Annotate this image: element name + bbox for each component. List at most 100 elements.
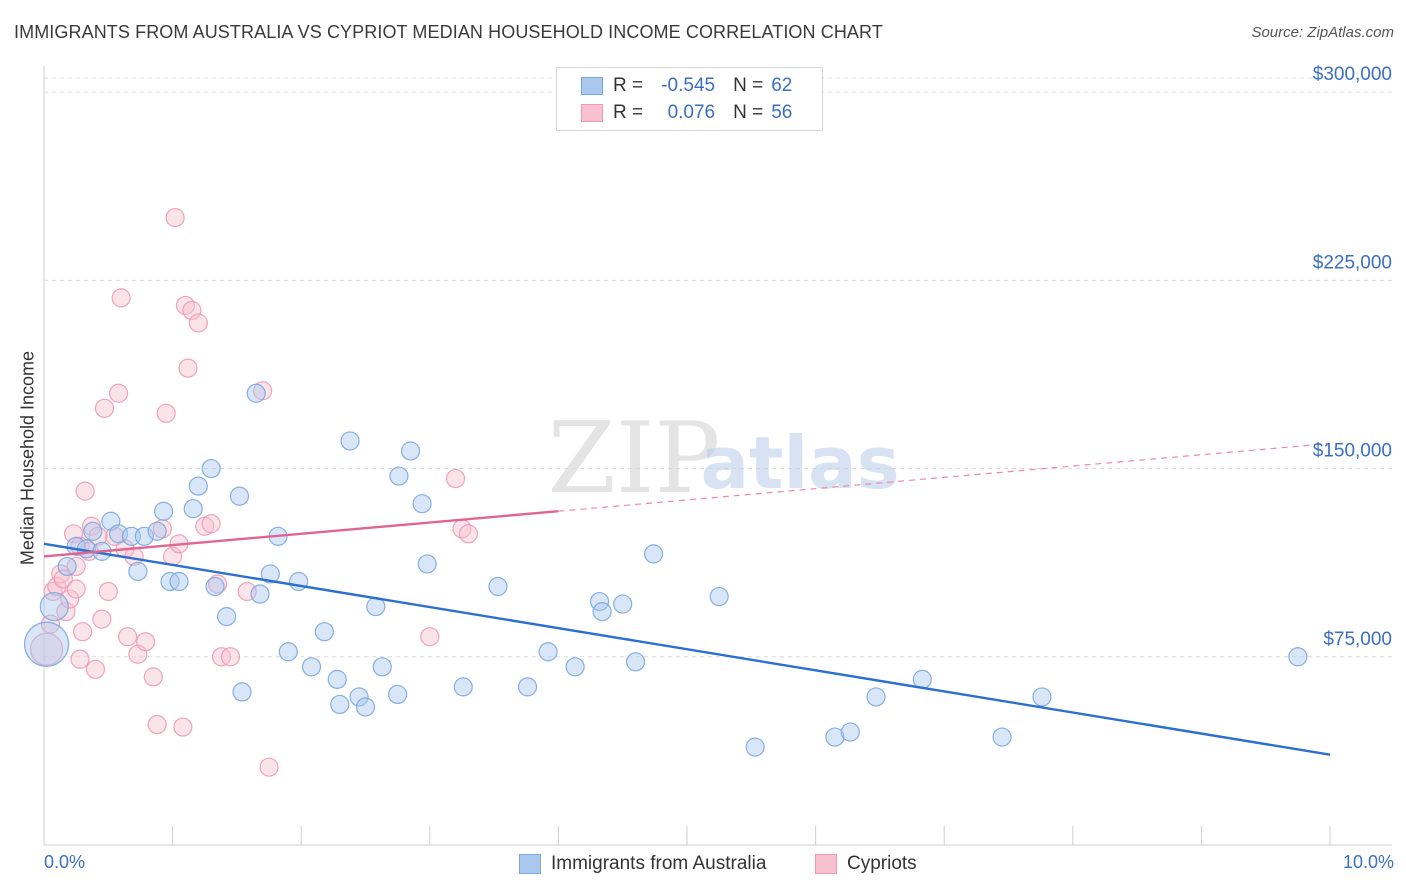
y-tick-label: $225,000 bbox=[1313, 252, 1392, 273]
series-label-australia: Immigrants from Australia bbox=[551, 853, 767, 874]
australia-point bbox=[488, 576, 508, 597]
cypriots-point bbox=[147, 714, 167, 735]
australia-point bbox=[517, 677, 538, 697]
cypriots-point bbox=[156, 403, 176, 423]
watermark: ZIP atlas bbox=[548, 402, 900, 516]
cypriots-point bbox=[259, 757, 279, 777]
australia-point bbox=[201, 458, 221, 479]
cypriots-point bbox=[108, 383, 129, 403]
australia-point bbox=[57, 556, 77, 577]
cypriots-point bbox=[182, 300, 202, 321]
cypriots-point bbox=[188, 313, 208, 333]
cypriots-point bbox=[111, 288, 131, 308]
source-credit: Source: ZipAtlas.com bbox=[1251, 24, 1394, 41]
cypriots-point bbox=[458, 524, 478, 544]
cypriots-point bbox=[94, 398, 115, 418]
australia-point bbox=[1032, 687, 1052, 707]
australia-point bbox=[250, 584, 270, 604]
cypriots-point bbox=[165, 207, 185, 228]
cypriots-point bbox=[70, 649, 90, 669]
australia-point bbox=[625, 652, 646, 672]
legend-r-value: -0.545 bbox=[661, 75, 716, 96]
australia-point bbox=[388, 684, 408, 705]
australia-point bbox=[825, 727, 845, 747]
cypriots-point bbox=[47, 576, 67, 597]
legend-r-label: R = bbox=[613, 75, 644, 96]
series-legend: Immigrants from Australia Cypriots bbox=[0, 851, 1406, 879]
australia-point bbox=[565, 657, 585, 677]
australia-point bbox=[229, 486, 250, 506]
watermark-atlas: atlas bbox=[700, 421, 899, 505]
cypriots-point bbox=[175, 295, 196, 316]
legend-n-value: 62 bbox=[771, 75, 793, 96]
australia-point bbox=[23, 621, 70, 667]
australia-point bbox=[217, 607, 237, 627]
australia-point bbox=[372, 657, 392, 677]
australia-point bbox=[745, 737, 765, 757]
australia-point bbox=[412, 494, 432, 514]
cypriots-point bbox=[72, 622, 93, 642]
legend-swatch-cypriots bbox=[581, 104, 603, 122]
y-tick-label: $300,000 bbox=[1313, 64, 1392, 85]
cypriots-point bbox=[29, 632, 64, 666]
cypriots-point bbox=[420, 627, 440, 647]
chart-title: IMMIGRANTS FROM AUSTRALIA VS CYPRIOT MED… bbox=[14, 22, 883, 42]
correlation-legend: R = -0.545 N = 62 R = 0.076 N = 56 bbox=[556, 67, 823, 131]
australia-point bbox=[538, 642, 558, 662]
australia-point bbox=[340, 431, 360, 451]
cypriots-point bbox=[53, 569, 73, 589]
australia-point bbox=[153, 501, 174, 521]
australia-point bbox=[389, 466, 409, 486]
series-swatch-cypriots bbox=[815, 854, 837, 874]
australia-point bbox=[453, 677, 473, 697]
australia-point bbox=[327, 669, 347, 689]
australia-point bbox=[417, 554, 437, 574]
australia-point bbox=[330, 694, 350, 715]
cypriots-point bbox=[51, 564, 71, 584]
cypriots-point bbox=[40, 614, 61, 634]
y-tick-label: $150,000 bbox=[1313, 441, 1392, 462]
australia-point bbox=[128, 561, 148, 582]
australia-point bbox=[349, 687, 369, 707]
australia-point bbox=[147, 521, 167, 541]
cypriots-point bbox=[66, 579, 86, 599]
axes bbox=[43, 66, 1392, 846]
series-label-cypriots: Cypriots bbox=[847, 853, 917, 874]
cypriots-point bbox=[143, 667, 163, 687]
australia-point bbox=[183, 499, 203, 519]
australia-point bbox=[866, 687, 886, 707]
cypriots-point bbox=[445, 468, 466, 489]
trend-lines bbox=[43, 442, 1331, 756]
series-legend-australia[interactable]: Immigrants from Australia bbox=[519, 853, 766, 875]
series-legend-cypriots[interactable]: Cypriots bbox=[815, 853, 917, 875]
australia-point bbox=[840, 722, 860, 742]
cypriots-point bbox=[56, 601, 76, 622]
australia-point bbox=[278, 642, 298, 662]
australia-point bbox=[613, 594, 633, 614]
cypriots-point bbox=[60, 589, 80, 609]
x-tick-label-min: 0.0% bbox=[44, 852, 86, 872]
x-tick-label-max: 10.0% bbox=[1342, 852, 1394, 872]
australia-point bbox=[83, 521, 103, 541]
cypriots-point bbox=[135, 632, 156, 652]
australia-point bbox=[643, 544, 664, 564]
y-tick-labels: $75,000 $150,000 $225,000 $300,000 bbox=[1313, 64, 1392, 650]
australia-point bbox=[260, 564, 280, 584]
series-swatch-australia bbox=[519, 854, 541, 874]
legend-row-australia: R = -0.545 N = 62 bbox=[581, 74, 792, 98]
cypriots-point bbox=[173, 717, 193, 737]
australia-point bbox=[709, 586, 729, 607]
cypriots-point bbox=[208, 574, 228, 594]
australia-point bbox=[301, 657, 322, 677]
australia-point bbox=[205, 576, 225, 597]
australia-point bbox=[232, 682, 252, 702]
cypriots-point bbox=[85, 659, 106, 679]
australia-point bbox=[246, 383, 266, 403]
cypriots-point bbox=[178, 358, 198, 378]
australia-point bbox=[188, 476, 208, 496]
australia-trend-line bbox=[43, 542, 1331, 756]
australia-point bbox=[400, 441, 421, 461]
watermark-zip: ZIP bbox=[548, 402, 721, 516]
legend-n-value: 56 bbox=[771, 102, 793, 123]
cypriots-point bbox=[63, 524, 84, 544]
